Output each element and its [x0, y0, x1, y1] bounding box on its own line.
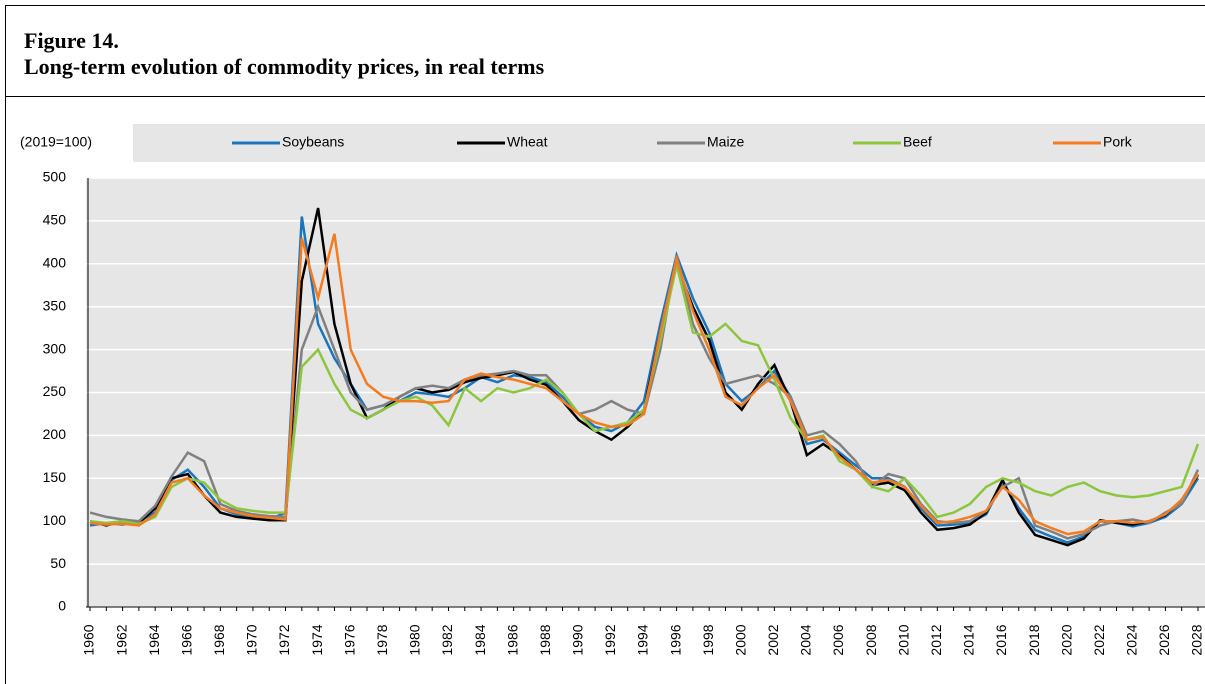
x-tick-label: 2008	[863, 624, 879, 655]
x-tick-label: 2002	[765, 624, 781, 655]
frame	[5, 96, 1205, 684]
y-tick-label: 300	[43, 340, 67, 356]
x-tick-label: 1978	[374, 624, 390, 655]
legend-label: Beef	[903, 134, 932, 150]
x-tick-label: 1974	[309, 624, 325, 655]
x-tick-label: 1994	[635, 624, 651, 655]
x-tick-label: 2020	[1058, 624, 1074, 655]
y-tick-label: 200	[43, 426, 67, 442]
x-tick-label: 2012	[928, 624, 944, 655]
figure-header: Figure 14. Long-term evolution of commod…	[5, 5, 1205, 97]
figure-number: Figure 14.	[24, 28, 119, 53]
x-tick-label: 1984	[472, 624, 488, 655]
x-tick-label: 1976	[341, 624, 357, 655]
x-tick-label: 1986	[504, 624, 520, 655]
x-tick-label: 1964	[146, 624, 162, 655]
x-tick-label: 2006	[830, 624, 846, 655]
x-tick-label: 1982	[439, 624, 455, 655]
y-tick-label: 350	[43, 297, 67, 313]
x-tick-label: 1970	[244, 624, 260, 655]
legend-label: Pork	[1103, 134, 1133, 150]
x-tick-label: 1990	[570, 624, 586, 655]
y-tick-label: 150	[43, 469, 67, 485]
y-tick-label: 100	[43, 512, 67, 528]
x-tick-label: 1980	[407, 624, 423, 655]
x-tick-label: 2014	[961, 624, 977, 655]
legend-label: Wheat	[507, 134, 548, 150]
figure-title: Long-term evolution of commodity prices,…	[24, 54, 545, 79]
unit-label: (2019=100)	[20, 134, 92, 150]
y-tick-label: 250	[43, 383, 67, 399]
x-tick-label: 2000	[732, 624, 748, 655]
y-tick-label: 0	[58, 598, 66, 614]
x-tick-label: 2026	[1156, 624, 1172, 655]
legend-label: Maize	[707, 134, 745, 150]
x-tick-label: 2022	[1091, 624, 1107, 655]
y-tick-label: 400	[43, 255, 67, 271]
legend-label: Soybeans	[282, 134, 344, 150]
x-tick-label: 2024	[1124, 624, 1140, 655]
y-tick-label: 450	[43, 212, 67, 228]
y-tick-label: 500	[43, 169, 67, 185]
x-tick-label: 2018	[1026, 624, 1042, 655]
x-tick-label: 1998	[700, 624, 716, 655]
x-tick-label: 2016	[993, 624, 1009, 655]
x-tick-label: 1962	[113, 624, 129, 655]
x-tick-label: 2028	[1189, 624, 1205, 655]
x-tick-label: 2004	[798, 624, 814, 655]
x-tick-label: 1972	[276, 624, 292, 655]
y-tick-label: 50	[50, 555, 66, 571]
x-tick-label: 2010	[895, 624, 911, 655]
x-tick-label: 1966	[178, 624, 194, 655]
x-tick-label: 1996	[667, 624, 683, 655]
x-tick-label: 1968	[211, 624, 227, 655]
x-tick-label: 1992	[602, 624, 618, 655]
x-tick-label: 1960	[81, 624, 97, 655]
x-tick-label: 1988	[537, 624, 553, 655]
series-line	[89, 233, 1200, 536]
